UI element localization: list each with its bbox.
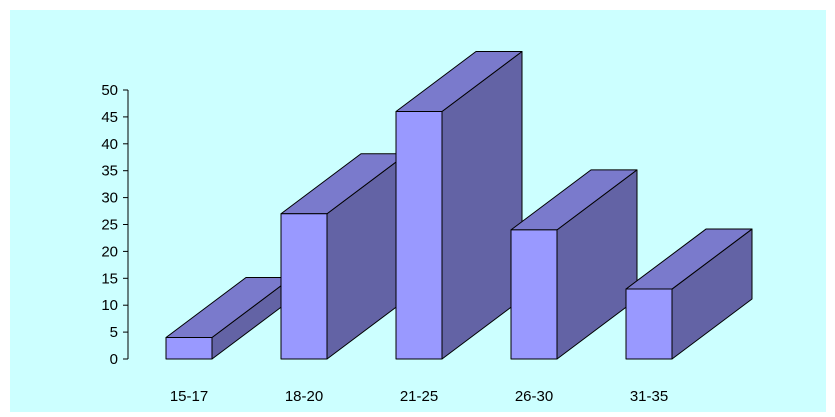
y-tick-label: 5 xyxy=(110,324,118,341)
y-tick-label: 30 xyxy=(101,190,118,207)
y-tick-label: 20 xyxy=(101,243,118,260)
x-category-label: 21-25 xyxy=(400,388,438,405)
bar-chart-3d: 0 5 10 15 20 25 30 35 40 45 50 15-17 18-20 21-25 26-30… xyxy=(101,51,753,405)
bar-31-35 xyxy=(625,228,753,360)
bar-front-face xyxy=(280,213,328,360)
bar-front-face xyxy=(510,229,558,360)
x-category-label: 31-35 xyxy=(630,388,668,405)
x-category-label: 15-17 xyxy=(170,388,208,405)
y-tick-label: 25 xyxy=(101,217,118,234)
chart-background: 0 5 10 15 20 25 30 35 40 45 50 15-17 18-20 21-25 26-30… xyxy=(10,10,826,412)
y-tick-label: 15 xyxy=(101,270,118,287)
bar-front-face xyxy=(165,336,213,360)
y-tick-label: 50 xyxy=(101,82,118,99)
y-tick-label: 40 xyxy=(101,136,118,153)
y-tick-label: 10 xyxy=(101,297,118,314)
bar-front-face xyxy=(395,111,443,360)
bar-18-20 xyxy=(280,153,408,360)
x-category-label: 26-30 xyxy=(515,388,553,405)
bar-front-face xyxy=(625,288,673,360)
bar-15-17 xyxy=(165,276,293,360)
bar-26-30 xyxy=(510,169,638,360)
x-category-label: 18-20 xyxy=(285,388,323,405)
y-tick-label: 45 xyxy=(101,109,118,126)
bar-21-25 xyxy=(395,51,523,360)
y-tick-label: 35 xyxy=(101,163,118,180)
y-tick-label: 0 xyxy=(110,351,118,368)
